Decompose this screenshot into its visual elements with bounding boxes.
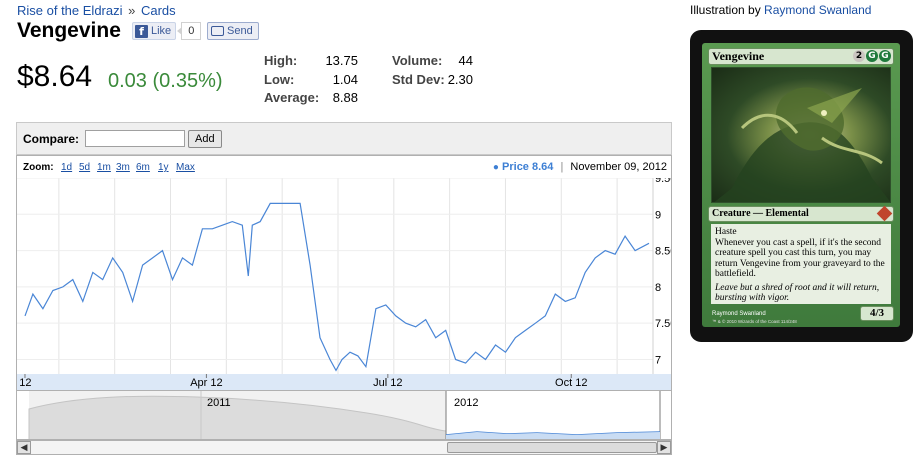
scroll-left-arrow-icon[interactable]: ◀ xyxy=(17,441,31,454)
average-label: Average: xyxy=(264,90,320,105)
zoom-1m-link[interactable]: 1m xyxy=(97,162,111,173)
scroll-right-arrow-icon[interactable]: ▶ xyxy=(657,441,671,454)
breadcrumb: Rise of the Eldrazi » Cards xyxy=(17,3,176,18)
zoom-5d-link[interactable]: 5d xyxy=(79,162,91,173)
card-ability: Whenever you cast a spell, if it's the s… xyxy=(715,237,885,280)
mana-green-icon: G xyxy=(866,50,878,62)
zoom-1d-link[interactable]: 1d xyxy=(61,162,73,173)
x-tick-label: Oct 12 xyxy=(555,377,587,389)
zoom-1y-link[interactable]: 1y xyxy=(158,162,169,173)
stddev-value: 2.30 xyxy=(447,72,473,87)
navigator-year-2012: 2012 xyxy=(454,397,479,409)
x-tick-label: Jan 12 xyxy=(17,377,31,389)
legend-separator: | xyxy=(560,161,564,173)
facebook-like-label: Like xyxy=(151,25,172,37)
card-text-box: Haste Whenever you cast a spell, if it's… xyxy=(711,224,891,304)
set-symbol-icon xyxy=(876,205,893,222)
x-tick-label: Apr 12 xyxy=(190,377,222,389)
zoom-bar: Zoom: 1d 5d 1m 3m 6m 1y Max ● Price 8.64… xyxy=(17,156,671,178)
navigator-selection-area xyxy=(446,432,660,439)
breadcrumb-cards-link[interactable]: Cards xyxy=(140,3,176,18)
legend-date: November 09, 2012 xyxy=(570,161,667,173)
compare-bar: Compare: Add xyxy=(16,122,672,155)
low-value: 1.04 xyxy=(332,72,358,87)
x-axis-band xyxy=(17,374,671,390)
facebook-send-button[interactable]: Send xyxy=(207,22,259,40)
scrollbar-thumb[interactable] xyxy=(447,442,657,453)
chart-plot-area[interactable]: 7 7.50 8 8.50 9 9.50 Jan 12 Apr 12 Jul 12 Oct 12 xyxy=(17,178,671,390)
chart-legend: ● Price 8.64 | November 09, 2012 xyxy=(493,161,667,173)
low-label: Low: xyxy=(264,72,295,87)
y-tick-label: 9.50 xyxy=(655,178,671,185)
facebook-like-widget: f Like 0 xyxy=(132,22,202,40)
chart-navigator[interactable]: 2011 2012 xyxy=(16,391,672,440)
stddev-label: Std Dev: xyxy=(392,72,445,87)
high-label: High: xyxy=(264,53,298,68)
mana-green-icon: G xyxy=(879,50,891,62)
send-label: Send xyxy=(227,25,253,37)
navigator-sparkline xyxy=(28,391,661,439)
mana-cost: 2 G G xyxy=(853,50,891,62)
volume-value: 44 xyxy=(458,53,473,68)
navigator-history-area xyxy=(28,395,447,439)
zoom-max-link[interactable]: Max xyxy=(176,162,195,173)
card-copyright-line: ™ & © 2010 Wizards of the Coast 114/248 xyxy=(712,319,797,324)
card-type-line: Creature — Elemental xyxy=(712,208,809,219)
legend-price: Price 8.64 xyxy=(502,161,554,173)
power-toughness: 4/3 xyxy=(860,306,894,321)
card-title: Vengevine xyxy=(712,49,765,63)
volume-label: Volume: xyxy=(392,53,443,68)
y-tick-label: 7 xyxy=(655,354,661,366)
breadcrumb-separator: » xyxy=(128,3,136,18)
zoom-3m-link[interactable]: 3m xyxy=(116,162,130,173)
card-artist-line: Raymond Swanland xyxy=(712,311,766,317)
price-change: 0.03 (0.35%) xyxy=(108,70,223,92)
price-chart: Zoom: 1d 5d 1m 3m 6m 1y Max ● Price 8.64… xyxy=(16,155,672,391)
y-tick-label: 8 xyxy=(655,282,661,294)
x-tick-label: Jul 12 xyxy=(373,377,402,389)
current-price: $8.64 xyxy=(17,60,93,93)
artist-link[interactable]: Raymond Swanland xyxy=(764,3,872,17)
navigator-year-2011: 2011 xyxy=(207,397,231,409)
y-tick-label: 9 xyxy=(655,209,661,221)
price-series-line xyxy=(24,202,650,372)
card-artwork xyxy=(711,67,891,203)
card-artwork-graphic xyxy=(714,87,890,202)
chart-scrollbar[interactable]: ◀ ▶ xyxy=(16,440,672,455)
y-tick-label: 8.50 xyxy=(655,246,671,258)
card-image: Vengevine 2 G G Creature — Elemental Has… xyxy=(690,30,913,342)
facebook-like-button[interactable]: f Like xyxy=(132,22,177,40)
illustration-prefix: Illustration by xyxy=(690,3,761,17)
breadcrumb-set-link[interactable]: Rise of the Eldrazi xyxy=(17,3,123,18)
facebook-icon: f xyxy=(135,24,148,38)
card-frame: Vengevine 2 G G Creature — Elemental Has… xyxy=(702,43,900,327)
mana-generic-icon: 2 xyxy=(853,50,865,62)
page-title: Vengevine xyxy=(17,19,121,42)
compare-input[interactable] xyxy=(85,130,185,147)
zoom-label: Zoom: xyxy=(23,162,54,173)
card-type-bar: Creature — Elemental xyxy=(708,205,894,222)
facebook-like-count: 0 xyxy=(177,22,202,40)
average-value: 8.88 xyxy=(332,90,358,105)
y-tick-label: 7.50 xyxy=(655,318,671,330)
illustration-credit: Illustration by Raymond Swanland xyxy=(690,3,871,17)
compare-add-button[interactable]: Add xyxy=(188,130,222,148)
zoom-6m-link[interactable]: 6m xyxy=(136,162,150,173)
high-value: 13.75 xyxy=(325,53,358,68)
speech-bubble-icon xyxy=(211,26,224,36)
card-title-bar: Vengevine 2 G G xyxy=(708,48,894,65)
compare-label: Compare: xyxy=(23,132,80,146)
card-keyword: Haste xyxy=(715,227,737,237)
card-flavor-text: Leave but a shred of root and it will re… xyxy=(715,282,880,304)
legend-dot-icon: ● xyxy=(492,162,499,173)
